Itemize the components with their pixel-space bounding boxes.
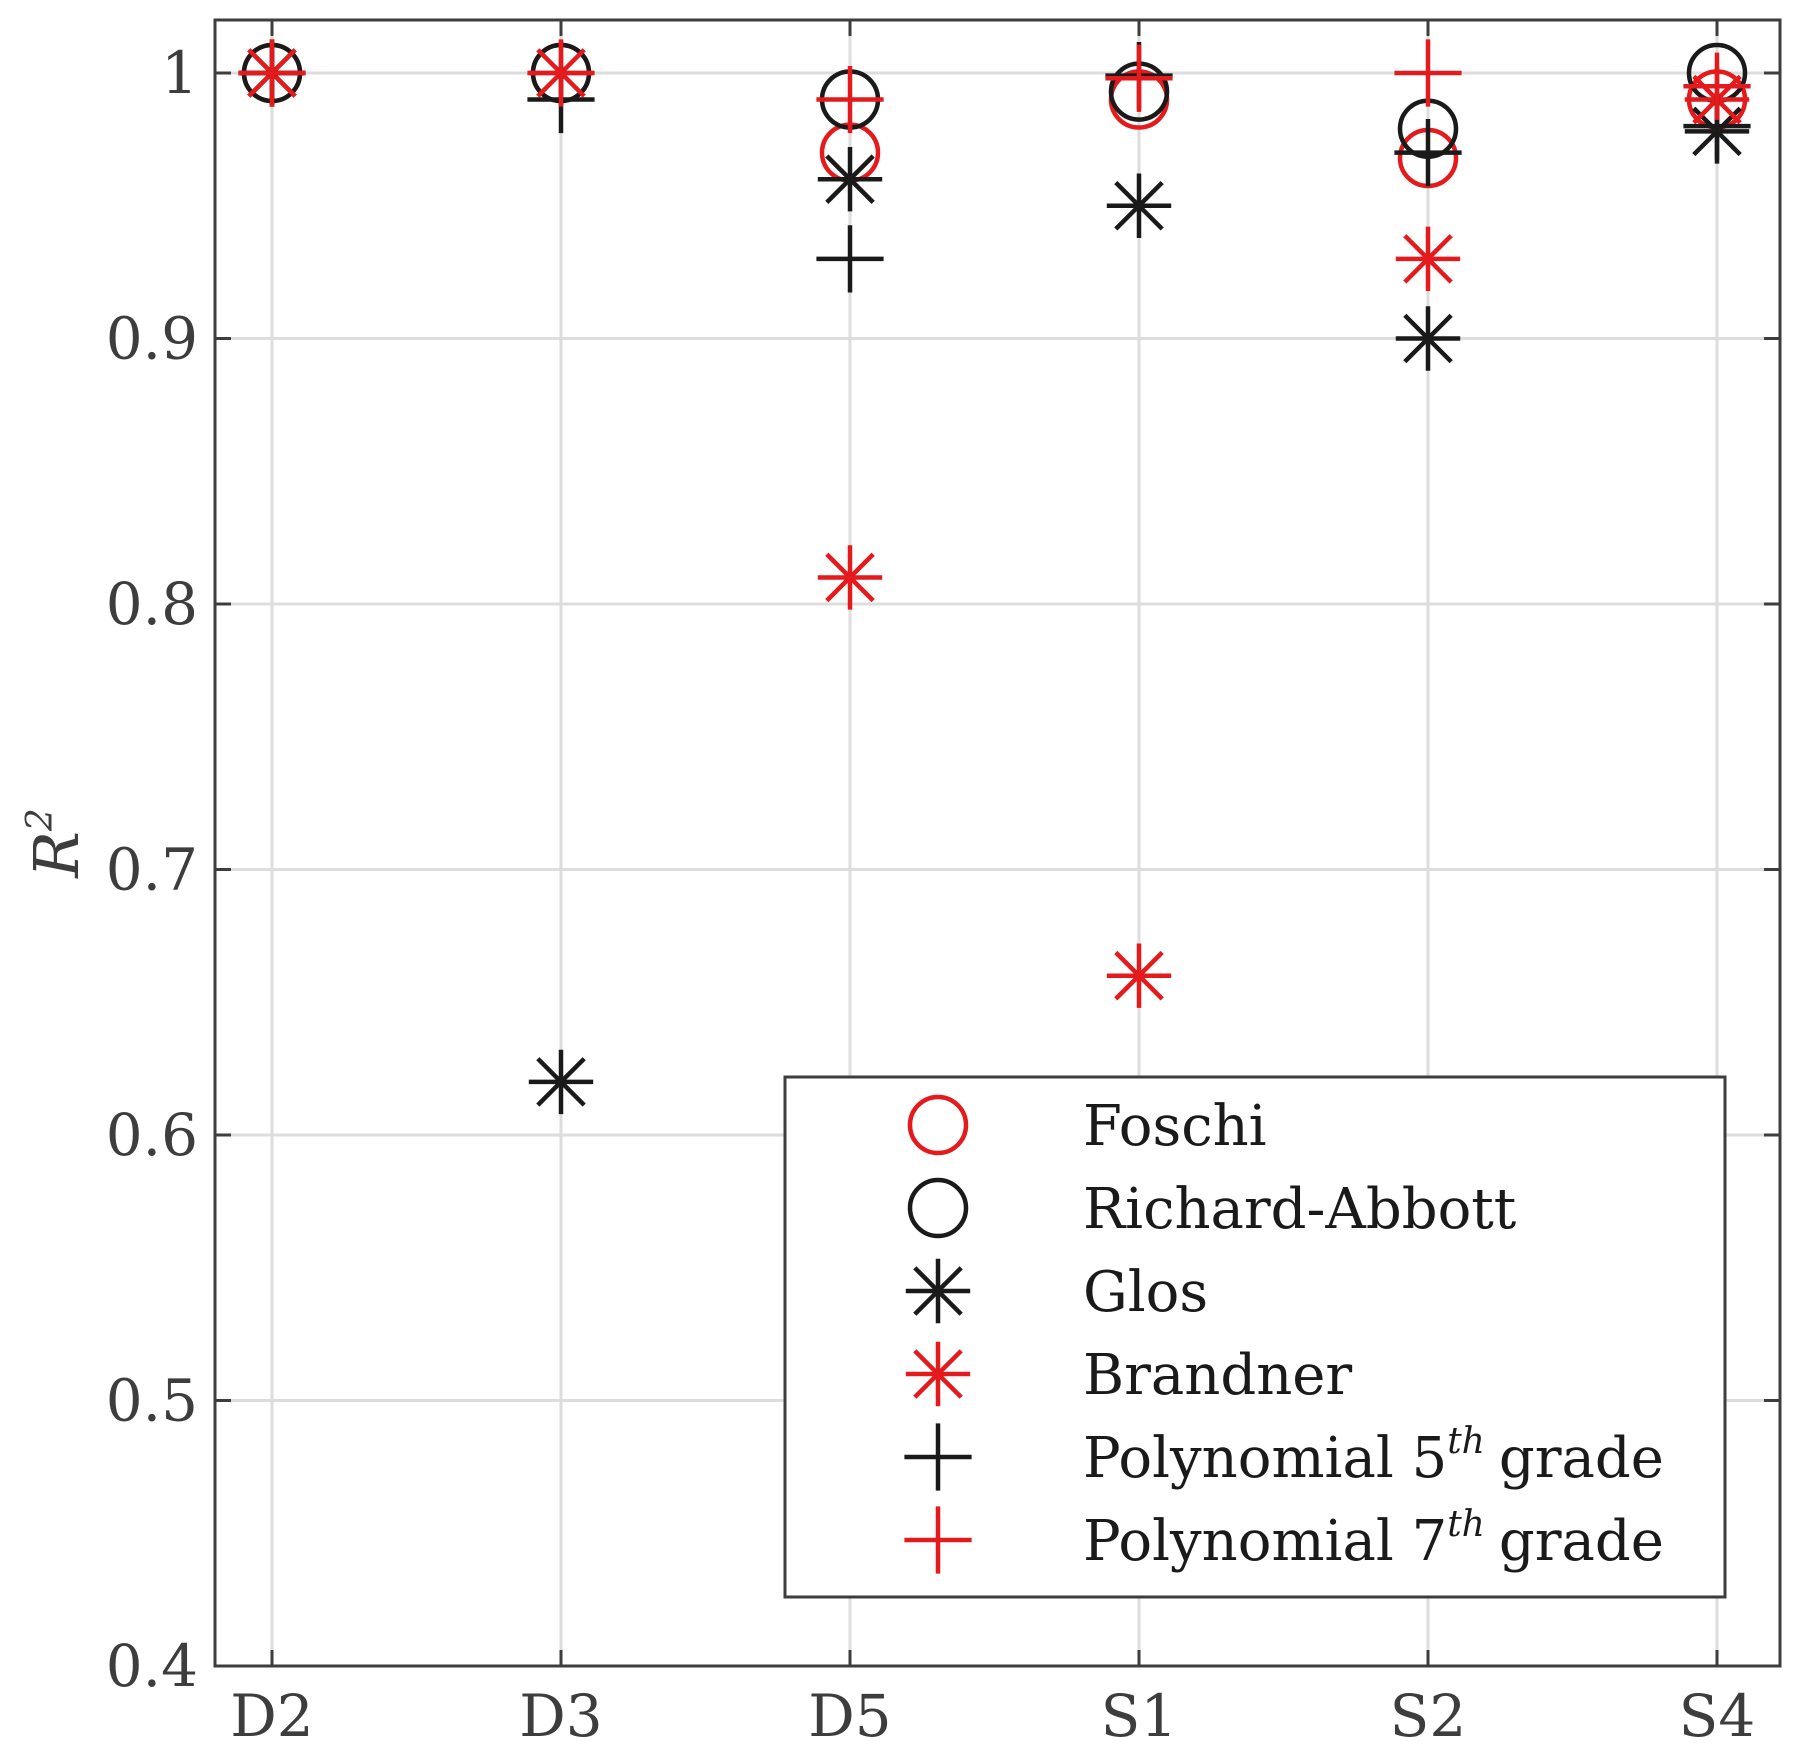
y-tick-label: 0.9 (106, 305, 198, 373)
marker-glos (528, 1049, 594, 1115)
marker-brandner (817, 545, 883, 610)
legend-marker-polynomial-5th-grade (904, 1423, 972, 1491)
marker-glos (1106, 173, 1172, 238)
plot-frame (213, 18, 1782, 1668)
x-tick-label: S2 (1390, 1682, 1467, 1750)
marker-polynomial-5th-grade (1394, 119, 1462, 187)
legend-label-foschi: Foschi (1083, 1094, 1267, 1159)
axes: D2 D3 D5 S1 S2 S4 0.4 0.5 0.6 0.7 0.8 0.9 1 (106, 18, 1782, 1750)
marker-polynomial-7th-grade (1105, 44, 1173, 112)
y-tick-label: 0.8 (106, 570, 198, 638)
legend-marker-glos (905, 1258, 971, 1324)
marker-polynomial-7th-grade (1683, 52, 1751, 120)
legend-label-richard-abbott: Richard-Abbott (1083, 1177, 1517, 1242)
y-axis-label-group: R2 (20, 808, 93, 879)
legend-marker-brandner (905, 1341, 971, 1407)
marker-brandner (1106, 943, 1172, 1008)
y-tick-label: 0.4 (106, 1632, 198, 1700)
marker-polynomial-7th-grade (1394, 39, 1462, 107)
marker-polynomial-7th-grade (527, 39, 595, 107)
legend-label-polynomial-7th-grade: Polynomial 7th grade (1083, 1504, 1664, 1574)
y-tick-label: 1 (161, 39, 198, 107)
marker-brandner (1395, 226, 1461, 292)
x-tick-label: D2 (230, 1682, 313, 1750)
legend-label-glos: Glos (1083, 1260, 1208, 1325)
y-tick-label: 0.7 (106, 836, 198, 904)
marker-glos (1395, 306, 1461, 371)
x-tick-label: S4 (1679, 1682, 1756, 1750)
legend-marker-richard-abbott (907, 1177, 969, 1239)
legend-marker-polynomial-7th-grade (904, 1506, 972, 1574)
marker-glos (817, 147, 883, 212)
legend-label-polynomial-5th-grade: Polynomial 5th grade (1083, 1421, 1664, 1491)
y-tick-label: 0.5 (106, 1367, 198, 1435)
legend-box (783, 1075, 1727, 1599)
y-axis-label: R2 (20, 808, 93, 879)
legend: Foschi Richard-Abbott Glos Brandner Polynomi… (783, 1075, 1727, 1599)
data-markers (238, 39, 1751, 1115)
y-axis-label-superscript: 2 (20, 808, 61, 832)
x-tick-label: D3 (519, 1682, 602, 1750)
marker-polynomial-7th-grade (238, 39, 306, 107)
x-tick-label: D5 (808, 1682, 891, 1750)
y-tick-label: 0.6 (106, 1101, 198, 1169)
x-tick-label: S1 (1101, 1682, 1178, 1750)
legend-marker-foschi (907, 1094, 969, 1156)
marker-polynomial-5th-grade (816, 225, 884, 293)
marker-polynomial-7th-grade (816, 65, 884, 134)
legend-label-brandner: Brandner (1083, 1343, 1352, 1408)
grid-lines (215, 20, 1780, 1668)
